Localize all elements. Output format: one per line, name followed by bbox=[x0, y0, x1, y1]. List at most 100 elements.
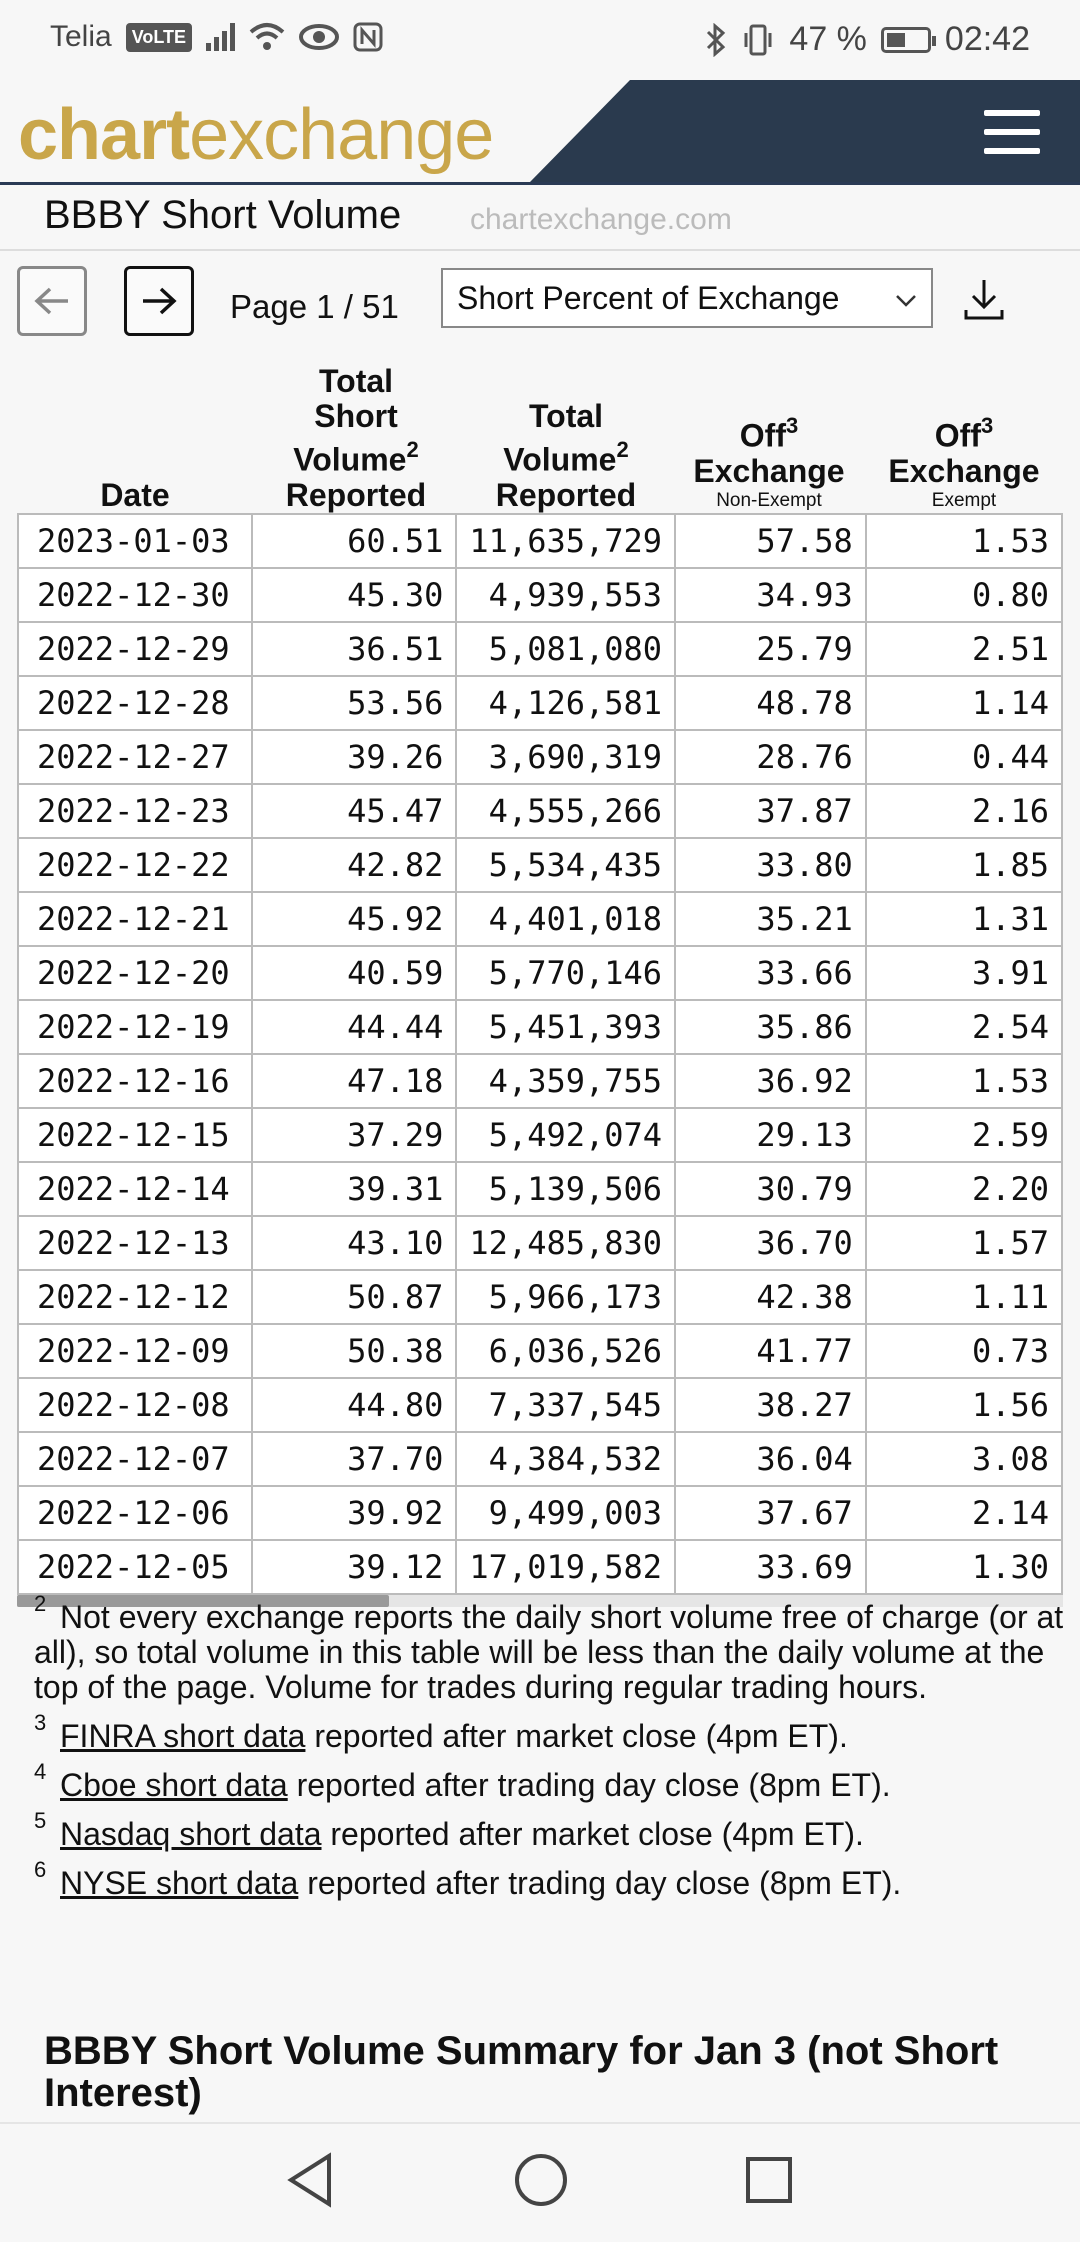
carrier-name: Telia bbox=[50, 20, 112, 53]
cell-short-volume-pct: 42.82 bbox=[250, 837, 458, 893]
table-row: 2022-12-14 39.31 5,139,506 30.79 2.20 bbox=[17, 1161, 1064, 1217]
home-icon[interactable] bbox=[513, 2152, 569, 2208]
cell-off-exchange-exempt: 2.14 bbox=[864, 1485, 1064, 1541]
table-row: 2022-12-07 37.70 4,384,532 36.04 3.08 bbox=[17, 1431, 1064, 1487]
footnote-text: reported after market close (4pm ET). bbox=[305, 1718, 848, 1754]
cell-total-volume: 5,534,435 bbox=[455, 837, 677, 893]
table-header: Date Total Short Volume2 Reported Total Volu… bbox=[17, 355, 1063, 513]
cell-off-exchange-exempt: 2.16 bbox=[864, 783, 1064, 839]
previous-page-button[interactable] bbox=[17, 266, 87, 336]
cell-off-exchange-exempt: 1.53 bbox=[864, 1053, 1064, 1109]
cell-short-volume-pct: 37.70 bbox=[250, 1431, 458, 1487]
cell-off-exchange-non-exempt: 35.86 bbox=[674, 999, 867, 1055]
scrollbar-thumb[interactable] bbox=[17, 1595, 389, 1607]
cell-date: 2022-12-15 bbox=[17, 1107, 253, 1163]
status-right: 47 % 02:42 bbox=[705, 20, 1030, 59]
cell-off-exchange-exempt: 0.44 bbox=[864, 729, 1064, 785]
cell-total-volume: 4,401,018 bbox=[455, 891, 677, 947]
cell-off-exchange-non-exempt: 36.70 bbox=[674, 1215, 867, 1271]
cell-off-exchange-exempt: 2.54 bbox=[864, 999, 1064, 1055]
table-row: 2023-01-03 60.51 11,635,729 57.58 1.53 bbox=[17, 513, 1064, 569]
cell-off-exchange-non-exempt: 33.69 bbox=[674, 1539, 867, 1595]
system-nav-bar bbox=[0, 2122, 1080, 2242]
wifi-icon bbox=[249, 23, 285, 50]
cell-date: 2022-12-14 bbox=[17, 1161, 253, 1217]
cell-short-volume-pct: 50.87 bbox=[250, 1269, 458, 1325]
cell-total-volume: 9,499,003 bbox=[455, 1485, 677, 1541]
cell-date: 2022-12-09 bbox=[17, 1323, 253, 1379]
cell-date: 2022-12-19 bbox=[17, 999, 253, 1055]
cell-date: 2022-12-06 bbox=[17, 1485, 253, 1541]
footnote-link[interactable]: FINRA short data bbox=[60, 1718, 306, 1754]
cell-short-volume-pct: 39.31 bbox=[250, 1161, 458, 1217]
table-row: 2022-12-09 50.38 6,036,526 41.77 0.73 bbox=[17, 1323, 1064, 1379]
table-row: 2022-12-29 36.51 5,081,080 25.79 2.51 bbox=[17, 621, 1064, 677]
vibrate-icon bbox=[744, 24, 772, 55]
battery-percent: 47 % bbox=[789, 20, 867, 58]
footnote-link[interactable]: Cboe short data bbox=[60, 1767, 288, 1803]
cell-total-volume: 5,770,146 bbox=[455, 945, 677, 1001]
cell-short-volume-pct: 44.80 bbox=[250, 1377, 458, 1433]
table-row: 2022-12-08 44.80 7,337,545 38.27 1.56 bbox=[17, 1377, 1064, 1433]
cell-date: 2022-12-12 bbox=[17, 1269, 253, 1325]
table-row: 2022-12-13 43.10 12,485,830 36.70 1.57 bbox=[17, 1215, 1064, 1271]
footnotes: 2 Not every exchange reports the daily s… bbox=[34, 1591, 1064, 1915]
cell-off-exchange-non-exempt: 33.66 bbox=[674, 945, 867, 1001]
table-row: 2022-12-16 47.18 4,359,755 36.92 1.53 bbox=[17, 1053, 1064, 1109]
cell-off-exchange-non-exempt: 37.67 bbox=[674, 1485, 867, 1541]
site-logo[interactable]: chartexchange bbox=[18, 95, 494, 175]
footnote-6: 6 NYSE short data reported after trading … bbox=[34, 1857, 902, 1901]
title-row: BBBY Short Volume chartexchange.com bbox=[0, 185, 1080, 251]
cell-total-volume: 6,036,526 bbox=[455, 1323, 677, 1379]
clock: 02:42 bbox=[944, 20, 1030, 58]
next-page-button[interactable] bbox=[124, 266, 194, 336]
cell-off-exchange-non-exempt: 37.87 bbox=[674, 783, 867, 839]
cell-total-volume: 17,019,582 bbox=[455, 1539, 677, 1595]
cell-off-exchange-non-exempt: 33.80 bbox=[674, 837, 867, 893]
header-total-volume: Total Volume2 Reported bbox=[495, 398, 637, 513]
table-row: 2022-12-19 44.44 5,451,393 35.86 2.54 bbox=[17, 999, 1064, 1055]
cell-total-volume: 4,359,755 bbox=[455, 1053, 677, 1109]
cell-off-exchange-exempt: 2.20 bbox=[864, 1161, 1064, 1217]
cell-date: 2022-12-22 bbox=[17, 837, 253, 893]
cell-off-exchange-exempt: 1.31 bbox=[864, 891, 1064, 947]
footnote-link[interactable]: NYSE short data bbox=[60, 1865, 299, 1901]
cell-date: 2022-12-23 bbox=[17, 783, 253, 839]
cell-total-volume: 3,690,319 bbox=[455, 729, 677, 785]
table-controls: Page 1 / 51 Short Percent of Exchange bbox=[0, 262, 1080, 342]
cell-short-volume-pct: 60.51 bbox=[250, 513, 458, 569]
cell-off-exchange-exempt: 0.80 bbox=[864, 567, 1064, 623]
recents-icon[interactable] bbox=[745, 2156, 793, 2204]
cell-off-exchange-exempt: 1.30 bbox=[864, 1539, 1064, 1595]
hamburger-menu-icon[interactable] bbox=[984, 110, 1040, 154]
cell-off-exchange-exempt: 1.11 bbox=[864, 1269, 1064, 1325]
cell-total-volume: 5,966,173 bbox=[455, 1269, 677, 1325]
table-row: 2022-12-06 39.92 9,499,003 37.67 2.14 bbox=[17, 1485, 1064, 1541]
cell-off-exchange-non-exempt: 48.78 bbox=[674, 675, 867, 731]
page-title: BBBY Short Volume bbox=[44, 193, 402, 237]
download-icon[interactable] bbox=[962, 274, 1006, 324]
arrow-right-icon bbox=[143, 287, 177, 315]
cell-short-volume-pct: 43.10 bbox=[250, 1215, 458, 1271]
footnote-text: reported after market close (4pm ET). bbox=[321, 1816, 864, 1852]
cell-short-volume-pct: 39.26 bbox=[250, 729, 458, 785]
footnote-link[interactable]: Nasdaq short data bbox=[60, 1816, 322, 1852]
horizontal-scrollbar[interactable] bbox=[17, 1595, 1063, 1607]
volte-badge: VoLTE bbox=[125, 22, 193, 52]
cell-date: 2022-12-20 bbox=[17, 945, 253, 1001]
cell-off-exchange-non-exempt: 36.92 bbox=[674, 1053, 867, 1109]
table-row: 2022-12-27 39.26 3,690,319 28.76 0.44 bbox=[17, 729, 1064, 785]
table-row: 2022-12-23 45.47 4,555,266 37.87 2.16 bbox=[17, 783, 1064, 839]
cell-short-volume-pct: 50.38 bbox=[250, 1323, 458, 1379]
battery-icon bbox=[880, 26, 936, 53]
cell-short-volume-pct: 39.92 bbox=[250, 1485, 458, 1541]
status-left: Telia VoLTE bbox=[50, 20, 383, 54]
cell-date: 2022-12-27 bbox=[17, 729, 253, 785]
data-table: 2023-01-03 60.51 11,635,729 57.58 1.53 2022-1… bbox=[17, 513, 1064, 1595]
back-icon[interactable] bbox=[285, 2152, 335, 2208]
cell-short-volume-pct: 37.29 bbox=[250, 1107, 458, 1163]
cell-date: 2022-12-21 bbox=[17, 891, 253, 947]
cell-off-exchange-non-exempt: 30.79 bbox=[674, 1161, 867, 1217]
footnote-5: 5 Nasdaq short data reported after market… bbox=[34, 1808, 864, 1852]
metric-select[interactable]: Short Percent of Exchange bbox=[441, 268, 933, 328]
